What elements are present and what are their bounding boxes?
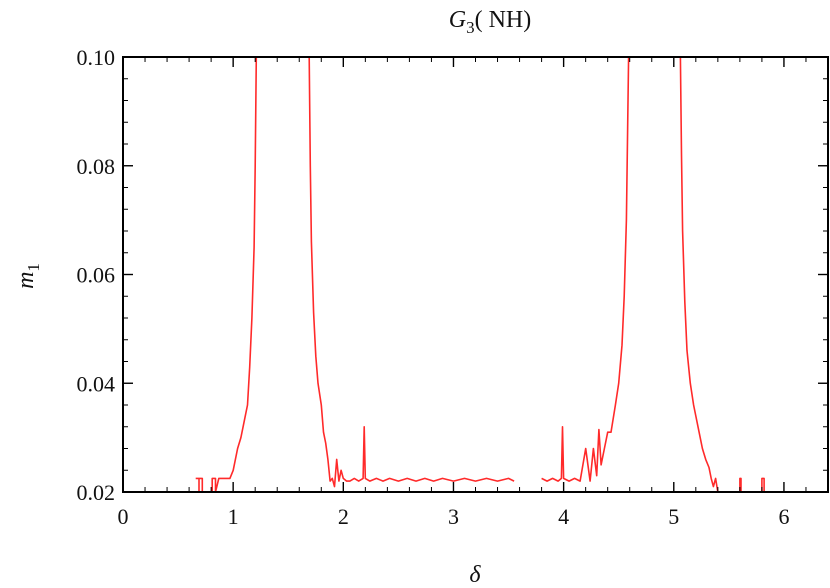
chart-title-sub: 3 [466,18,475,37]
x-tick-label: 1 [228,504,239,529]
x-tick-label: 5 [668,504,679,529]
y-tick-label: 0.04 [77,371,116,396]
x-tick-label: 4 [558,504,569,529]
series-line-segment-6 [739,477,742,492]
plot-frame [122,56,829,493]
y-tick-label: 0.06 [77,263,116,288]
y-tick-labels: 0.02 0.04 0.06 0.08 0.10 [77,45,116,505]
y-tick-label: 0.10 [77,45,116,70]
chart-title: G3( NH) [449,7,532,37]
y-tick-label: 0.02 [77,480,116,505]
x-tick-label: 3 [448,504,459,529]
series-line-segment-4 [541,57,630,482]
x-tick-label: 0 [118,504,129,529]
x-tick-labels: 0 1 2 3 4 5 6 [118,504,790,529]
y-axis-title-sub: 1 [24,263,43,272]
series-line-segment-7 [761,477,765,492]
y-tick-label: 0.08 [77,154,116,179]
series-line-segment-3 [308,57,515,488]
y-axis-title: m1 [13,263,43,289]
series-line-segment-5 [679,57,719,492]
axis-ticks [122,56,829,493]
x-axis-title: δ [469,562,481,588]
x-tick-label: 6 [778,504,789,529]
series-line-segment-1 [195,477,204,492]
plot-area [195,57,765,492]
y-axis-title-main: m [13,272,39,289]
chart-title-rest: ( NH) [475,7,532,33]
series-line-segment-2 [211,57,258,492]
x-tick-label: 2 [338,504,349,529]
chart-title-main: G [449,7,466,33]
